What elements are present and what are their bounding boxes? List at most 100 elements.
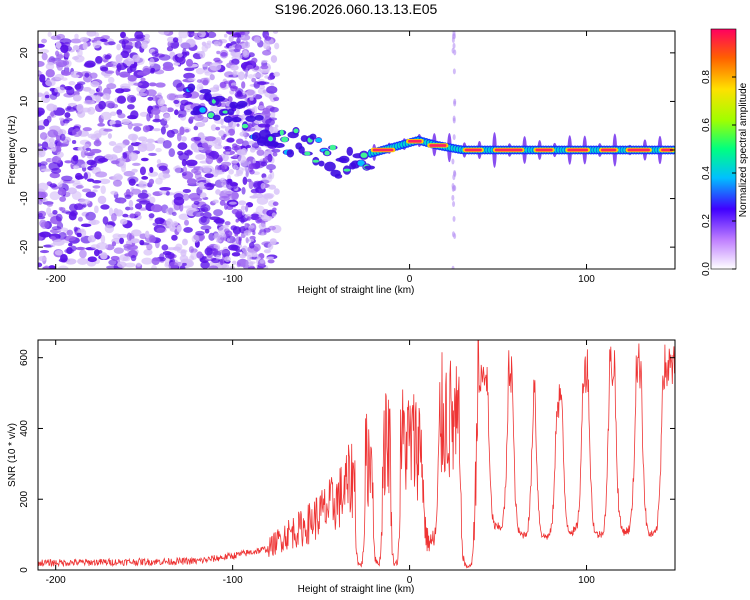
- spectrogram-noise-blob: [66, 247, 73, 255]
- spectrogram-noise-blob: [260, 182, 266, 190]
- snr-y-label: SNR (10 * v/v): [7, 423, 18, 487]
- spectrogram-noise-blob: [39, 250, 50, 254]
- spectrogram-noise-blob: [83, 99, 95, 105]
- spectrogram-noise-blob: [219, 199, 226, 206]
- spectrogram-x-tick-label: -100: [223, 274, 243, 285]
- spectrogram-noise-blob: [452, 42, 456, 49]
- spectrogram-noise-blob: [71, 191, 82, 200]
- spectrogram-noise-blob: [251, 77, 257, 83]
- spectrogram-noise-blob: [149, 58, 155, 67]
- spectrogram-noise-blob: [108, 141, 117, 146]
- spectrogram-noise-blob: [185, 159, 198, 167]
- spectrogram-noise-blob: [50, 148, 57, 152]
- spectrogram-noise-blob: [97, 85, 103, 93]
- spectrogram-noise-blob: [68, 242, 73, 247]
- spectrogram-noise-blob: [219, 233, 227, 238]
- spectrogram-noise-blob: [50, 236, 56, 240]
- spectrogram-noise-blob: [232, 70, 237, 77]
- spectrogram-noise-blob: [145, 138, 155, 144]
- spectrogram-noise-blob: [76, 184, 84, 189]
- spectrogram-noise-blob: [96, 242, 109, 250]
- spectrogram-noise-blob: [128, 38, 138, 42]
- spectrogram-noise-blob: [68, 80, 76, 86]
- spectrogram-noise-blob: [178, 31, 189, 39]
- spectrogram-noise-blob: [107, 41, 116, 46]
- spectrogram-noise-blob: [111, 160, 120, 165]
- spectrogram-noise-blob: [255, 216, 262, 224]
- spectrogram-noise-blob: [107, 76, 115, 84]
- spectrogram-noise-blob: [82, 127, 92, 132]
- spectrogram-noise-blob: [235, 218, 239, 223]
- spectrogram-noise-blob: [69, 210, 78, 217]
- spectrogram-ridge-blob: [243, 109, 253, 116]
- spectrogram-noise-blob: [151, 264, 157, 269]
- spectrogram-noise-blob: [166, 93, 177, 101]
- spectrogram-noise-blob: [117, 261, 127, 268]
- spectrogram-noise-blob: [39, 219, 47, 228]
- spectrogram-noise-blob: [158, 31, 170, 35]
- spectrogram-noise-blob: [228, 201, 237, 205]
- spectrogram-noise-blob: [195, 121, 206, 128]
- spectrogram-y-tick-label: 10: [19, 95, 30, 107]
- spectrogram-noise-blob: [244, 166, 248, 173]
- spectrogram-noise-blob: [74, 33, 79, 40]
- spectrogram-noise-blob: [104, 54, 111, 60]
- spectrogram-noise-blob: [451, 231, 455, 238]
- spectrogram-noise-blob: [122, 213, 129, 218]
- spectrogram-ridge-core: [315, 137, 322, 143]
- spectrogram-noise-blob: [38, 182, 49, 192]
- spectrogram-noise-blob: [148, 152, 157, 156]
- spectrogram-noise-blob: [100, 204, 110, 210]
- snr-y-tick-label: 600: [19, 349, 30, 366]
- spectrogram-ridge-core: [207, 112, 215, 119]
- spectrogram-noise-blob: [116, 174, 124, 180]
- spectrogram-noise-blob: [72, 44, 80, 51]
- spectrogram-noise-blob: [148, 213, 155, 219]
- spectrogram-noise-blob: [224, 203, 228, 210]
- spectrogram-noise-blob: [249, 195, 259, 199]
- spectrogram-noise-blob: [240, 205, 246, 211]
- spectrogram-noise-blob: [126, 232, 132, 241]
- spectrogram-noise-blob: [193, 200, 200, 205]
- spectrogram-noise-blob: [225, 151, 231, 155]
- spectrogram-noise-blob: [59, 133, 66, 141]
- spectrogram-noise-blob: [69, 203, 78, 212]
- spectrogram-noise-blob: [453, 49, 457, 56]
- spectrogram-noise-blob: [452, 200, 456, 207]
- spectrogram-noise-blob: [100, 66, 109, 72]
- spectrogram-noise-blob: [235, 109, 240, 115]
- spectrogram-noise-blob: [212, 199, 219, 204]
- spectrogram-ridge-blob: [245, 115, 257, 122]
- spectrogram-noise-blob: [261, 231, 265, 236]
- spectrogram-noise-blob: [178, 109, 187, 118]
- spectrogram-noise-blob: [186, 58, 193, 67]
- spectrogram-noise-blob: [141, 41, 148, 50]
- spectrogram-noise-blob: [123, 243, 133, 249]
- spectrogram-noise-blob: [219, 259, 224, 266]
- spectrogram-noise-blob: [145, 89, 157, 97]
- spectrogram-noise-blob: [135, 34, 146, 39]
- spectrogram-noise-blob: [176, 132, 182, 142]
- spectrogram-noise-blob: [260, 64, 269, 70]
- spectrogram-noise-blob: [173, 99, 180, 104]
- spectrogram-noise-blob: [267, 76, 273, 81]
- spectrogram-noise-blob: [230, 82, 237, 87]
- spectrogram-noise-blob: [201, 41, 207, 47]
- spectrogram-noise-blob: [38, 60, 45, 68]
- spectrogram-noise-blob: [272, 201, 279, 207]
- spectrogram-noise-blob: [199, 94, 206, 101]
- spectrogram-noise-blob: [270, 110, 276, 119]
- colorbar-tick-label: 0.8: [701, 70, 712, 84]
- spectrogram-noise-blob: [86, 31, 97, 37]
- spectrogram-noise-blob: [51, 226, 62, 230]
- spectrogram-noise-blob: [173, 61, 181, 66]
- spectrogram-noise-blob: [39, 231, 51, 238]
- spectrogram-noise-blob: [274, 124, 279, 128]
- snr-y-tick-label: 0: [19, 567, 30, 573]
- spectrogram-noise-blob: [80, 223, 92, 228]
- spectrogram-noise-blob: [205, 146, 212, 154]
- spectrogram-x-tick-label: 100: [578, 274, 595, 285]
- spectrogram-noise-blob: [213, 57, 221, 63]
- spectrogram-noise-blob: [46, 202, 53, 207]
- spectrogram-noise-blob: [121, 39, 126, 49]
